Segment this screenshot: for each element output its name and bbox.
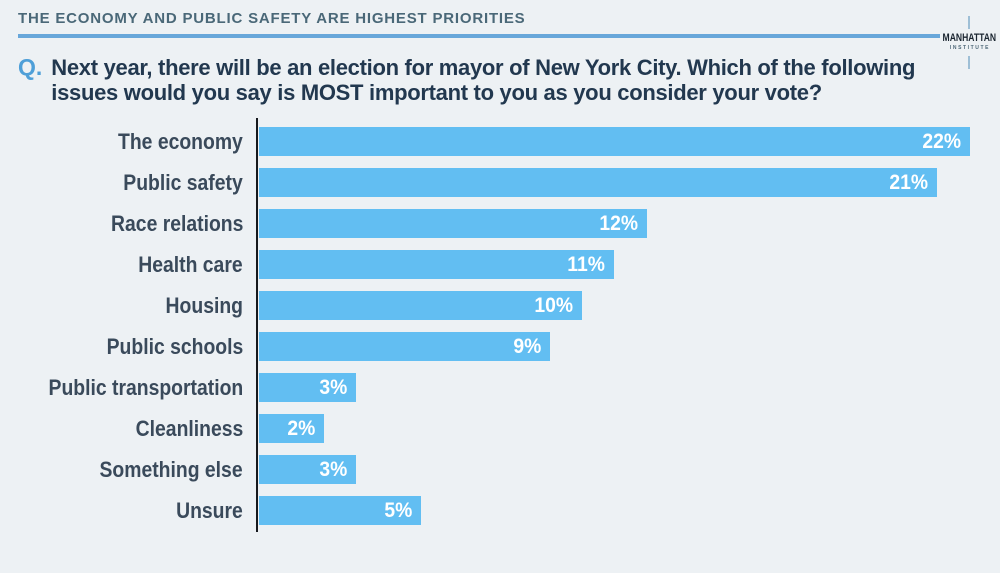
logo-subtitle: INSTITUTE [949, 45, 991, 51]
bar-row: Something else 3% [0, 449, 1000, 490]
header-underline [18, 34, 940, 38]
bar-label: Public transportation [0, 375, 250, 401]
bar: 2% [259, 414, 324, 443]
bar-label-text: Public schools [106, 333, 243, 359]
bar-row: Health care 11% [0, 244, 1000, 285]
bar-label: Race relations [0, 211, 250, 237]
bar-label: Housing [0, 293, 250, 319]
bar-track: 3% [259, 373, 356, 402]
bar: 12% [259, 209, 647, 238]
bar-value: 22% [922, 129, 961, 153]
bar-label-text: Something else [99, 456, 243, 482]
bar-track: 11% [259, 250, 614, 279]
bar-label-text: Race relations [110, 210, 243, 236]
logo-wordmark: MANHATTAN [942, 32, 996, 44]
bar-label-text: Public transportation [48, 374, 243, 400]
bar-track: 9% [259, 332, 550, 361]
bar-row: Race relations 12% [0, 203, 1000, 244]
manhattan-institute-logo: MANHATTAN INSTITUTE [941, 16, 997, 69]
bar: 3% [259, 455, 356, 484]
bar-label-text: The economy [118, 128, 243, 154]
bar-track: 10% [259, 291, 582, 320]
bar-label-text: Housing [165, 292, 243, 318]
bar-track: 21% [259, 168, 937, 197]
page-title: THE ECONOMY AND PUBLIC SAFETY ARE HIGHES… [18, 10, 526, 27]
bar-track: 12% [259, 209, 647, 238]
bar-label-text: Unsure [176, 497, 243, 523]
bar-track: 22% [259, 127, 970, 156]
bar: 21% [259, 168, 937, 197]
bar-track: 2% [259, 414, 324, 443]
bar-row: Public safety 21% [0, 162, 1000, 203]
question-prefix: Q. [18, 54, 43, 80]
bar-label-text: Health care [138, 251, 243, 277]
bar-value: 9% [513, 334, 541, 358]
bar-label-text: Cleanliness [135, 415, 243, 441]
logo-tick-bottom [968, 56, 970, 69]
chart-axis-line [256, 118, 258, 532]
bar-row: The economy 22% [0, 121, 1000, 162]
bar-track: 3% [259, 455, 356, 484]
bar-label-text: Public safety [123, 169, 243, 195]
question-text: Next year, there will be an election for… [51, 55, 915, 105]
logo-tick-top [968, 16, 970, 29]
bar: 10% [259, 291, 582, 320]
bar-row: Public transportation 3% [0, 367, 1000, 408]
survey-question: Q. Next year, there will be an election … [18, 54, 915, 106]
bar-label: Public safety [0, 170, 250, 196]
bar: 5% [259, 496, 421, 525]
bar: 9% [259, 332, 550, 361]
bar-label: Something else [0, 457, 250, 483]
bar-value: 11% [567, 252, 605, 276]
bar-rows: The economy 22% Public safety 21% Race r… [0, 121, 1000, 531]
bar-label: Health care [0, 252, 250, 278]
bar-value: 3% [319, 457, 347, 481]
bar-value: 10% [534, 293, 573, 317]
bar-label: Cleanliness [0, 416, 250, 442]
bar-label: The economy [0, 129, 250, 155]
bar: 3% [259, 373, 356, 402]
question-line-1: Next year, there will be an election for… [51, 55, 916, 80]
bar-value: 21% [889, 170, 928, 194]
bar-value: 2% [287, 416, 315, 440]
question-line-2: issues would you say is MOST important t… [51, 80, 822, 105]
bar-label: Public schools [0, 334, 250, 360]
bar-value: 12% [599, 211, 638, 235]
bar-value: 3% [319, 375, 347, 399]
bar-value: 5% [384, 498, 412, 522]
bar-row: Cleanliness 2% [0, 408, 1000, 449]
bar-label: Unsure [0, 498, 250, 524]
bar-row: Unsure 5% [0, 490, 1000, 531]
bar-row: Housing 10% [0, 285, 1000, 326]
bar: 22% [259, 127, 970, 156]
bar: 11% [259, 250, 614, 279]
bar-track: 5% [259, 496, 421, 525]
bar-row: Public schools 9% [0, 326, 1000, 367]
